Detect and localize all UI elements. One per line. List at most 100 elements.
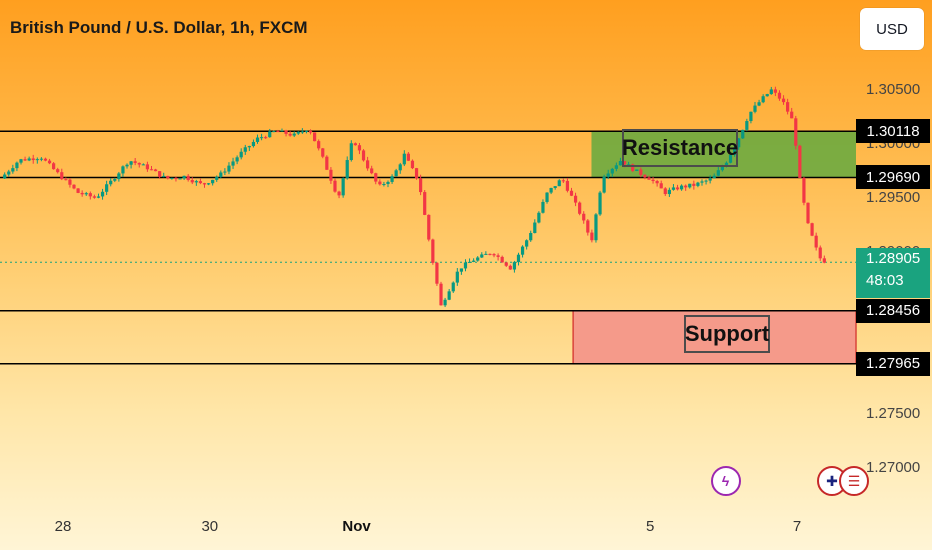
candle-body-91 bbox=[374, 173, 378, 182]
candle-body-195 bbox=[798, 145, 802, 178]
candle-body-157 bbox=[643, 174, 647, 178]
candle-body-191 bbox=[781, 98, 786, 103]
candle-body-17 bbox=[72, 184, 76, 189]
candle-body-122 bbox=[500, 256, 504, 263]
candle-body-12 bbox=[52, 163, 56, 170]
candle-body-7 bbox=[31, 158, 35, 161]
candle-body-38 bbox=[158, 171, 162, 177]
candle-body-151 bbox=[618, 161, 623, 166]
candle-body-63 bbox=[259, 137, 264, 139]
candle-body-123 bbox=[504, 262, 508, 266]
candle-body-87 bbox=[357, 145, 362, 151]
candle-body-154 bbox=[631, 164, 635, 171]
candle-body-190 bbox=[777, 92, 782, 99]
y-tick-label: 1.29500 bbox=[866, 189, 921, 206]
candle-body-14 bbox=[60, 172, 64, 180]
candle-body-19 bbox=[80, 192, 84, 195]
candle-body-181 bbox=[741, 129, 745, 139]
candle-body-149 bbox=[610, 168, 614, 174]
x-tick-label: 7 bbox=[792, 518, 802, 535]
support-label: Support bbox=[684, 314, 770, 353]
candle-body-6 bbox=[27, 158, 31, 161]
resistance-label: Resistance bbox=[622, 129, 738, 168]
candle-body-136 bbox=[557, 180, 561, 187]
candle-body-33 bbox=[137, 162, 141, 165]
candle-body-21 bbox=[88, 193, 92, 197]
candle-body-93 bbox=[382, 184, 386, 186]
candle-body-85 bbox=[349, 143, 353, 161]
candle-body-25 bbox=[105, 184, 109, 192]
candle-body-49 bbox=[202, 183, 207, 185]
candle-body-148 bbox=[606, 173, 610, 177]
candle-body-47 bbox=[194, 181, 198, 183]
candle-body-105 bbox=[431, 239, 435, 263]
level-price-label: 1.29690 bbox=[856, 165, 930, 190]
candle-body-171 bbox=[700, 181, 704, 183]
candle-body-34 bbox=[141, 164, 145, 166]
candle-body-129 bbox=[529, 233, 533, 241]
candle-body-46 bbox=[190, 180, 194, 183]
candle-body-106 bbox=[435, 262, 439, 284]
candle-body-58 bbox=[239, 151, 243, 158]
level-price-label: 1.30118 bbox=[856, 119, 930, 144]
lightning-event-icon[interactable]: ϟ bbox=[710, 466, 741, 496]
candle-body-179 bbox=[733, 147, 737, 155]
candle-body-69 bbox=[284, 130, 288, 134]
candle-body-198 bbox=[810, 223, 814, 236]
candle-body-92 bbox=[378, 181, 382, 185]
candle-body-166 bbox=[679, 185, 684, 190]
candle-body-84 bbox=[345, 160, 349, 179]
candle-body-48 bbox=[198, 181, 203, 184]
candle-body-119 bbox=[488, 253, 492, 255]
candle-body-132 bbox=[541, 201, 545, 213]
candle-body-100 bbox=[410, 160, 415, 169]
candle-body-16 bbox=[68, 179, 72, 185]
candle-body-55 bbox=[227, 165, 231, 172]
candle-body-80 bbox=[329, 169, 333, 181]
candle-body-77 bbox=[317, 141, 321, 149]
candle-body-141 bbox=[578, 202, 582, 214]
candle-body-153 bbox=[626, 164, 631, 166]
x-tick-label: 28 bbox=[54, 518, 72, 535]
candle-body-10 bbox=[43, 158, 48, 161]
candle-body-81 bbox=[333, 180, 337, 192]
candle-body-200 bbox=[818, 247, 822, 259]
candles bbox=[3, 86, 826, 308]
candle-body-57 bbox=[235, 157, 239, 162]
candle-body-147 bbox=[602, 176, 606, 193]
candle-body-193 bbox=[790, 111, 794, 119]
candle-body-2 bbox=[11, 168, 15, 172]
candle-body-150 bbox=[614, 165, 618, 169]
candle-body-112 bbox=[459, 268, 463, 272]
currency-button[interactable]: USD bbox=[860, 8, 924, 50]
candle-body-108 bbox=[443, 299, 447, 306]
candle-body-138 bbox=[565, 180, 570, 191]
candle-body-3 bbox=[15, 162, 19, 169]
candle-body-89 bbox=[366, 160, 370, 169]
candle-body-24 bbox=[100, 191, 105, 197]
candle-body-199 bbox=[814, 235, 818, 248]
candle-body-97 bbox=[398, 164, 402, 171]
candle-body-117 bbox=[480, 254, 484, 258]
candle-body-0 bbox=[3, 174, 7, 179]
candle-body-165 bbox=[675, 187, 680, 190]
chart-title: British Pound / U.S. Dollar, 1h, FXCM bbox=[10, 18, 308, 37]
candle-body-18 bbox=[76, 188, 80, 193]
candle-body-126 bbox=[516, 254, 521, 263]
candle-body-140 bbox=[573, 195, 578, 203]
candle-body-176 bbox=[720, 166, 724, 171]
x-tick-label: 5 bbox=[646, 518, 655, 535]
us-flag-overlap-icon[interactable]: ☰ bbox=[839, 466, 870, 496]
candle-body-182 bbox=[745, 121, 749, 130]
candle-body-160 bbox=[655, 181, 659, 184]
candle-body-37 bbox=[153, 169, 158, 172]
candle-body-78 bbox=[321, 148, 325, 157]
candle-body-4 bbox=[19, 159, 23, 163]
candle-body-143 bbox=[586, 220, 590, 233]
candle-body-102 bbox=[419, 178, 423, 193]
candle-body-103 bbox=[423, 192, 427, 215]
candle-body-35 bbox=[145, 164, 150, 170]
candle-body-76 bbox=[312, 132, 317, 142]
candle-body-32 bbox=[133, 161, 137, 163]
